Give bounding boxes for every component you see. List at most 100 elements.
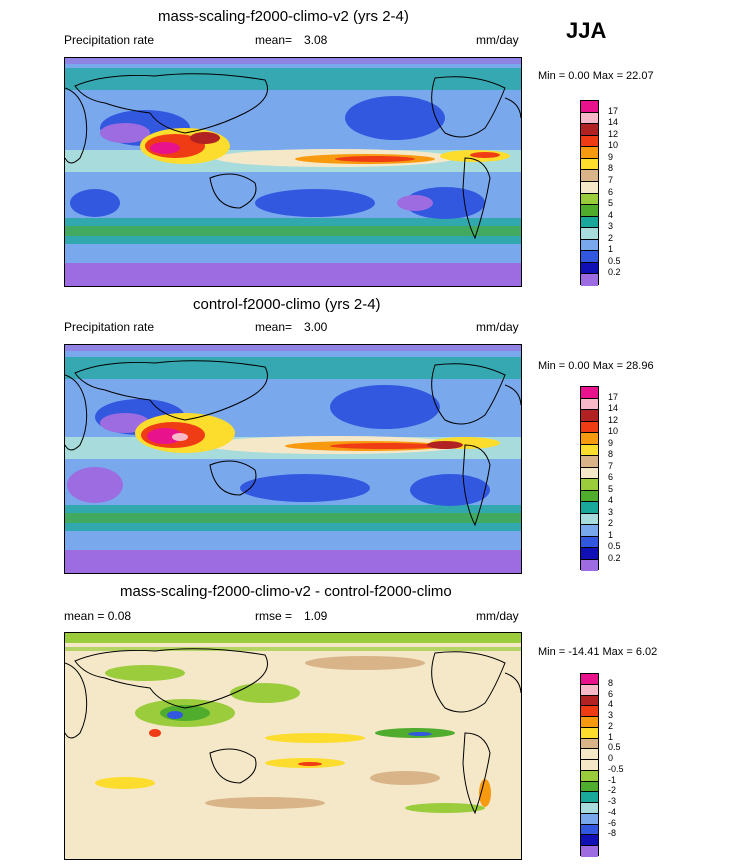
panel3-colorbar-swatch	[581, 813, 598, 825]
panel3-rmse-value: 1.09	[304, 609, 328, 623]
panel3-colorbar-tick-label: 6	[608, 688, 614, 699]
panel2-colorbar-tick-label: 3	[608, 506, 614, 517]
panel2-colorbar-swatch	[581, 467, 598, 479]
panel3-colorbar-swatch	[581, 717, 598, 728]
panel1-title: mass-scaling-f2000-climo-v2 (yrs 2-4)	[158, 8, 409, 25]
panel1-colorbar	[580, 100, 599, 286]
panel2-variable-label: Precipitation rate	[64, 320, 155, 334]
panel2-colorbar-swatch	[581, 387, 598, 399]
panel3-colorbar-swatch	[581, 835, 598, 846]
panel2-colorbar-tick-label: 9	[608, 437, 614, 448]
panel3-colorbar-tick-label: -6	[608, 817, 617, 828]
panel2-colorbar-tick-label: 14	[608, 403, 619, 413]
panel3-map	[64, 632, 522, 860]
panel2-minmax: Min = 0.00 Max = 28.96	[538, 360, 654, 372]
panel1-colorbar-swatch	[581, 205, 598, 217]
panel3-colorbar-swatch	[581, 846, 598, 857]
panel3-colorbar-tick-label: -4	[608, 806, 617, 817]
panel1-colorbar-swatch	[581, 193, 598, 206]
panel1-colorbar-swatch	[581, 170, 598, 182]
panel1-colorbar-swatch	[581, 251, 598, 263]
panel3-colorbar-tick-label: -1	[608, 774, 617, 785]
panel3-colorbar	[580, 673, 599, 857]
panel1-colorbar-swatch	[581, 135, 598, 148]
panel1-colorbar-tick-label: 1	[608, 244, 614, 255]
panel3-colorbar-tick-label: 4	[608, 699, 614, 710]
panel2-colorbar-tick-label: 5	[608, 483, 614, 494]
panel2-colorbar-tick-label: 0.5	[608, 541, 621, 551]
panel3-colorbar-tick-label: 3	[608, 710, 614, 721]
panel1-colorbar-tick-label: 6	[608, 186, 614, 197]
panel1-colorbar-swatch	[581, 239, 598, 252]
panel1-colorbar-tick-label: 3	[608, 221, 614, 232]
panel2-colorbar-tick-label: 12	[608, 414, 619, 425]
panel3-colorbar-tick-label: 8	[608, 677, 614, 688]
panel2-colorbar-tick-label: 10	[608, 426, 619, 436]
panel3-colorbar-swatch	[581, 706, 598, 717]
panel1-colorbar-swatch	[581, 158, 598, 171]
panel3-colorbar-tick-label: 0	[608, 753, 614, 764]
panel2-mean-value: 3.00	[304, 320, 328, 334]
panel1-colorbar-tick-label: 8	[608, 163, 614, 174]
panel3-colorbar-tick-label: -3	[608, 796, 617, 807]
panel2-colorbar-tick-label: 7	[608, 460, 614, 471]
panel2-colorbar	[580, 386, 599, 571]
panel3-colorbar-tick-label: 2	[608, 720, 614, 731]
panel3-colorbar-swatch	[581, 781, 598, 793]
panel3-colorbar-tick-label: 1	[608, 731, 614, 742]
panel2-colorbar-swatch	[581, 536, 598, 548]
panel3-colorbar-tick-label: -0.5	[608, 763, 624, 774]
panel2-colorbar-tick-label: 1	[608, 529, 614, 540]
panel1-map-graphic	[65, 58, 521, 286]
panel1-colorbar-tick-label: 2	[608, 232, 614, 243]
panel1-map	[64, 57, 522, 287]
panel2-units: mm/day	[476, 320, 519, 334]
panel3-units: mm/day	[476, 609, 519, 623]
panel2-mean-label: mean=	[255, 320, 293, 334]
panel2-colorbar-swatch	[581, 398, 598, 410]
panel3-colorbar-swatch	[581, 738, 598, 750]
panel2-colorbar-swatch	[581, 490, 598, 502]
panel3-colorbar-swatch	[581, 727, 598, 739]
panel3-colorbar-tick-label: 0.5	[608, 742, 621, 753]
panel1-colorbar-tick-label: 10	[608, 140, 619, 151]
panel1-colorbar-swatch	[581, 181, 598, 194]
panel1-colorbar-swatch	[581, 262, 598, 275]
panel3-colorbar-tick-label: -8	[608, 828, 617, 839]
panel2-colorbar-swatch	[581, 559, 598, 571]
panel1-colorbar-swatch	[581, 216, 598, 229]
panel2-colorbar-swatch	[581, 410, 598, 422]
panel2-colorbar-swatch	[581, 479, 598, 491]
panel3-colorbar-tick-label: -2	[608, 785, 617, 796]
panel3-colorbar-swatch	[581, 824, 598, 836]
panel3-title: mass-scaling-f2000-climo-v2 - control-f2…	[120, 583, 452, 600]
panel2-colorbar-tick-label: 17	[608, 391, 619, 402]
panel3-colorbar-swatch	[581, 803, 598, 814]
panel2-map	[64, 344, 522, 574]
panel3-colorbar-swatch	[581, 760, 598, 771]
panel2-map-graphic	[65, 345, 521, 573]
panel1-units: mm/day	[476, 33, 519, 47]
panel1-colorbar-swatch	[581, 101, 598, 113]
season-label: JJA	[566, 18, 607, 43]
panel1-colorbar-tick-label: 12	[608, 128, 619, 139]
panel3-colorbar-swatch	[581, 674, 598, 685]
panel1-mean-value: 3.08	[304, 33, 328, 47]
panel1-colorbar-swatch	[581, 112, 598, 125]
panel3-colorbar-swatch	[581, 695, 598, 707]
panel1-colorbar-tick-label: 4	[608, 209, 614, 220]
panel2-colorbar-swatch	[581, 444, 598, 456]
panel1-colorbar-tick-label: 0.5	[608, 255, 621, 266]
panel3-rmse-label: rmse =	[255, 609, 293, 623]
panel2-colorbar-swatch	[581, 421, 598, 433]
panel2-colorbar-swatch	[581, 433, 598, 445]
panel1-colorbar-tick-label: 9	[608, 151, 614, 162]
panel3-mean-label: mean = 0.08	[64, 609, 132, 623]
panel2-colorbar-tick-label: 2	[608, 518, 614, 528]
panel3-colorbar-swatch	[581, 684, 598, 696]
panel1-minmax: Min = 0.00 Max = 22.07	[538, 70, 654, 82]
panel1-colorbar-swatch	[581, 124, 598, 136]
panel2-colorbar-tick-label: 4	[608, 495, 614, 505]
panel1-colorbar-tick-label: 0.2	[608, 267, 621, 278]
panel1-colorbar-tick-label: 14	[608, 117, 619, 128]
